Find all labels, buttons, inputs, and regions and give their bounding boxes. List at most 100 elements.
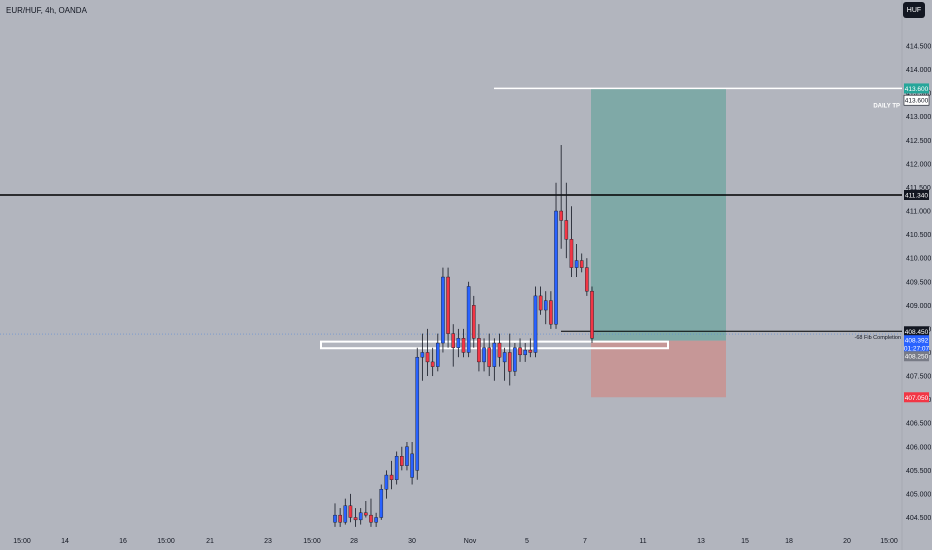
candle[interactable] [420,352,425,358]
candle[interactable] [559,210,563,221]
x-tick-label: 15:00 [303,538,321,545]
y-tick-label: 407.500 [906,374,931,381]
candle[interactable] [528,349,533,353]
candle[interactable] [564,220,569,240]
price-tag-label: 413.600 [905,98,929,105]
x-tick-label: Nov [464,538,477,545]
candle[interactable] [451,333,456,348]
candle[interactable] [502,352,507,363]
candle[interactable] [507,352,512,372]
fib-completion-annotation: -68 Fib Completion [855,335,901,341]
y-tick-label: 410.000 [906,256,931,263]
x-tick-label: 15 [741,538,749,545]
candle[interactable] [585,267,589,292]
candle[interactable] [518,347,522,356]
y-tick-label: 412.000 [906,161,931,168]
candle[interactable] [394,456,399,480]
price-tag-label: 413.600 [905,86,929,93]
candle[interactable] [523,349,527,356]
y-tick-label: 405.000 [906,491,931,498]
price-tag-label: 408.392 [905,338,929,345]
candle[interactable] [487,347,491,367]
chart-title: EUR/HUF, 4h, OANDA [6,6,87,15]
price-tag[interactable] [904,326,929,337]
candle[interactable] [400,456,404,466]
stop-zone[interactable] [591,340,726,398]
price-tag-label: 408.450 [905,329,929,336]
candle[interactable] [358,512,363,521]
price-tag[interactable] [904,351,929,362]
x-tick-label: 11 [639,538,646,545]
candle[interactable] [471,305,476,339]
candle[interactable] [405,446,409,466]
price-tag[interactable] [904,392,929,403]
x-tick-label: 7 [583,538,587,545]
y-tick-label: 413.000 [906,114,931,121]
y-tick-label: 409.500 [906,279,931,286]
candle[interactable] [369,514,373,523]
price-tag-label: 01:27:07 [904,345,930,352]
candle[interactable] [492,342,497,367]
price-tag[interactable] [904,83,929,94]
x-tick-label: 28 [350,538,358,545]
candle[interactable] [348,505,353,518]
candle[interactable] [513,347,517,372]
x-tick-label: 15:00 [157,538,175,545]
x-tick-label: 20 [843,538,851,545]
candle[interactable] [482,347,486,363]
price-tag[interactable] [904,342,929,353]
candle[interactable] [543,300,548,311]
candle[interactable] [549,300,553,325]
y-tick-label: 414.000 [906,67,931,74]
candle[interactable] [415,356,420,471]
x-tick-label: 15:00 [880,538,898,545]
candle[interactable] [441,276,445,344]
candle[interactable] [364,512,368,516]
candle[interactable] [497,342,502,358]
candle[interactable] [430,361,435,367]
daily-tp-annotation: DAILY TP [873,103,900,109]
candle[interactable] [338,514,342,523]
price-tag-label: 407.050 [905,395,929,402]
candle[interactable] [436,342,440,367]
candle[interactable] [533,295,538,353]
candle[interactable] [461,338,466,353]
candle[interactable] [389,474,394,480]
y-tick-label: 404.500 [906,515,931,522]
candle[interactable] [477,338,481,363]
candle[interactable] [590,290,594,339]
x-tick-label: 5 [525,538,529,545]
candle[interactable] [538,295,543,311]
x-tick-label: 15:00 [13,538,31,545]
candle[interactable] [554,210,558,325]
x-tick-label: 30 [408,538,416,545]
candle[interactable] [410,453,414,478]
candle[interactable] [579,260,584,268]
target-zone[interactable] [591,88,726,341]
x-tick-label: 23 [264,538,272,545]
price-tag[interactable] [903,94,930,106]
x-tick-label: 13 [697,538,705,545]
price-tag[interactable] [904,189,929,200]
candle[interactable] [353,517,358,521]
candle[interactable] [466,286,471,353]
candle[interactable] [456,338,461,348]
candle[interactable] [574,260,579,268]
x-tick-label: 21 [206,538,214,545]
candle[interactable] [333,514,337,523]
candle[interactable] [425,352,430,363]
price-tag-label: 411.340 [905,192,928,199]
candle[interactable] [569,239,574,268]
currency-badge[interactable]: HUF [903,2,925,18]
x-tick-label: 18 [785,538,793,545]
candle[interactable] [374,517,378,523]
candle[interactable] [384,474,389,490]
candle[interactable] [379,489,384,518]
y-tick-label: 412.500 [906,138,931,145]
y-tick-label: 413.500 [906,91,931,98]
price-tag[interactable] [904,335,929,346]
candle[interactable] [446,276,450,334]
candle[interactable] [343,505,348,523]
y-tick-label: 414.500 [906,44,931,51]
